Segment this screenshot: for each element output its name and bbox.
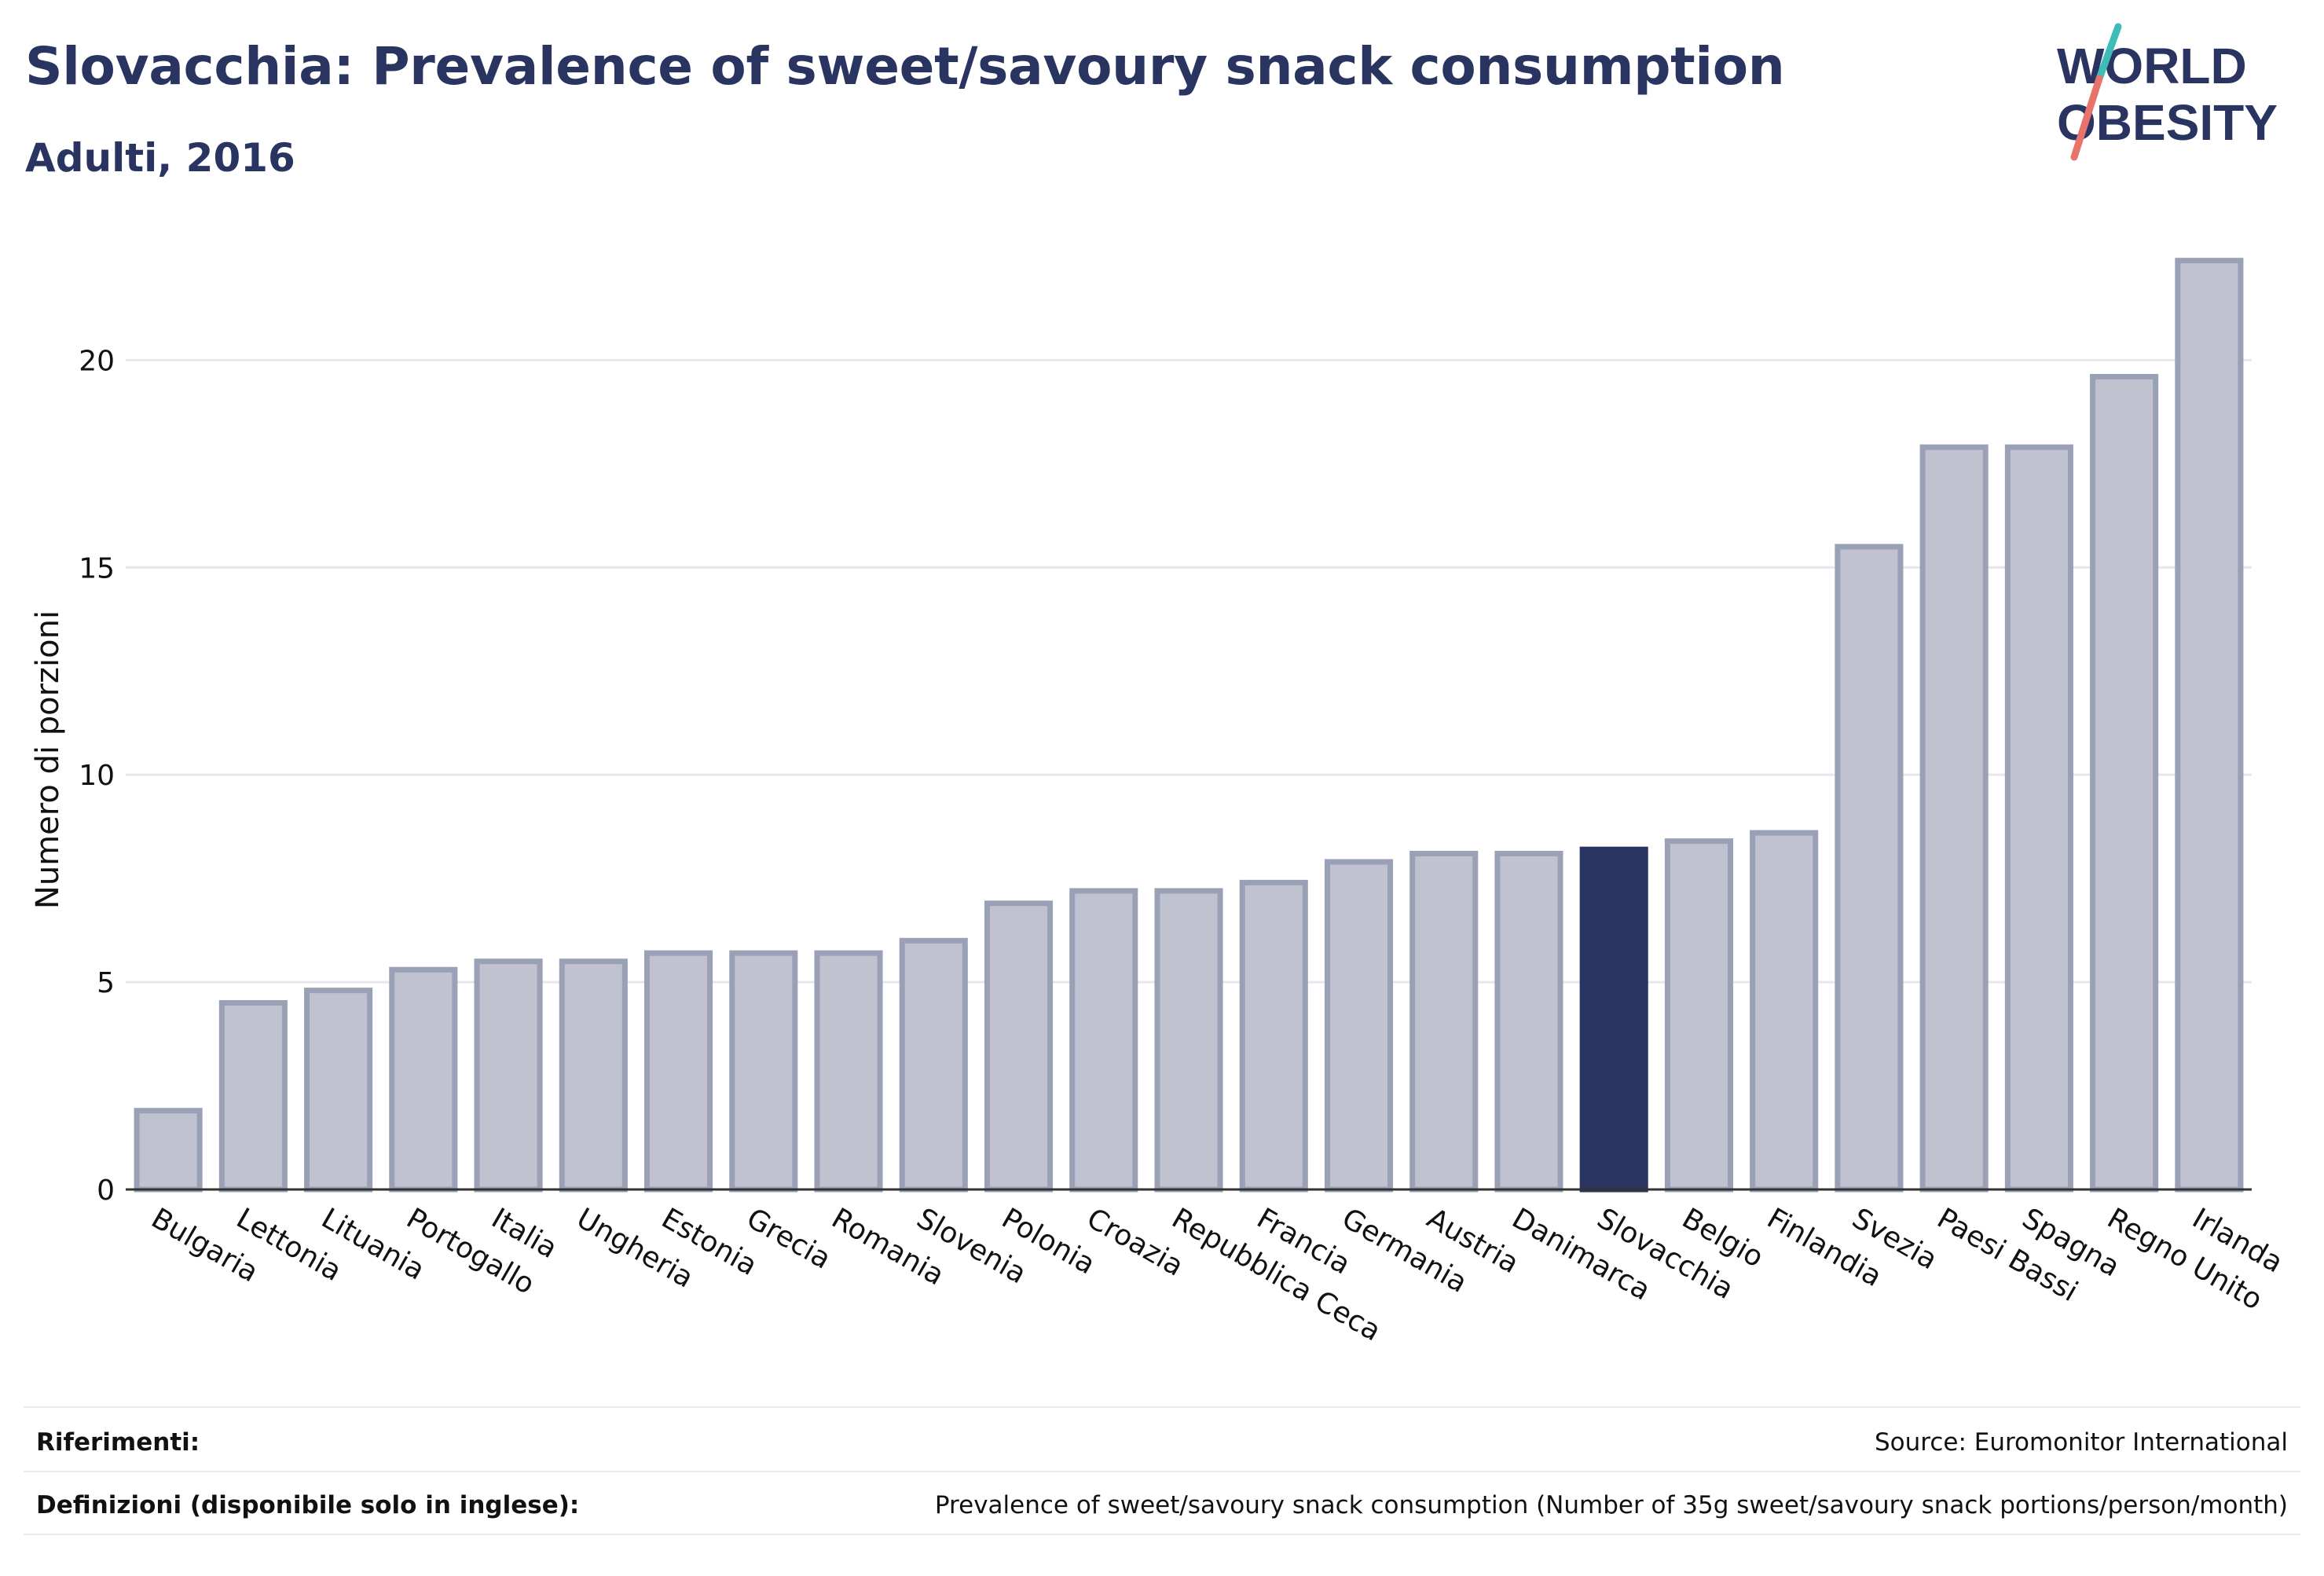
bar-estonia (644, 950, 713, 1193)
bar-repubblica-ceca (1154, 888, 1223, 1193)
y-axis-ticks: 0 5 10 15 20 (79, 345, 115, 1207)
page-subtitle: Adulti, 2016 (25, 135, 295, 181)
bar-chart: 0 5 10 15 20 BulgariaLettoniaLituaniaPortoga… (30, 258, 2289, 1347)
bar-irlanda (2175, 258, 2244, 1193)
bar-germania (1324, 859, 1394, 1193)
logo-accent-teal (2095, 23, 2122, 82)
references-value: Source: Euromonitor International (1874, 1428, 2288, 1457)
bar-belgio (1664, 838, 1733, 1193)
bar-portogallo (389, 966, 458, 1193)
footer-divider-bottom (24, 1534, 2300, 1535)
logo-accent-coral (2070, 75, 2103, 161)
bar-romania (814, 950, 883, 1193)
footer-divider-middle (24, 1471, 2300, 1472)
logo-line1: WORLD (2057, 38, 2247, 94)
bars (134, 258, 2244, 1193)
page-title: Slovacchia: Prevalence of sweet/savoury … (25, 36, 1785, 97)
y-tick-label: 0 (97, 1175, 115, 1207)
y-tick-label: 15 (79, 552, 115, 585)
y-tick-label: 10 (79, 760, 115, 792)
bar-lettonia (218, 999, 288, 1193)
bar-croazia (1069, 888, 1138, 1193)
x-axis-labels: BulgariaLettoniaLituaniaPortogalloItalia… (146, 1202, 2289, 1347)
bar-francia (1239, 879, 1308, 1193)
bar-slovenia (899, 937, 968, 1193)
bar-grecia (729, 950, 798, 1193)
bar-finlandia (1750, 830, 1819, 1193)
bar-bulgaria (134, 1108, 203, 1193)
x-tick-label: Croazia (1081, 1202, 1189, 1283)
definitions-value: Prevalence of sweet/savoury snack consum… (934, 1491, 2288, 1519)
footer-divider-top (24, 1406, 2300, 1408)
y-tick-label: 5 (97, 967, 115, 999)
bar-slovacchia (1579, 846, 1648, 1193)
bar-spagna (2004, 444, 2073, 1193)
references-label: Riferimenti: (36, 1428, 200, 1457)
bar-lituania (304, 988, 373, 1193)
bar-italia (474, 958, 543, 1193)
bar-polonia (984, 900, 1054, 1193)
bar-ungheria (559, 958, 628, 1193)
bar-paesi-bassi (1919, 444, 1989, 1193)
world-obesity-logo: WORLD OBESITY (2057, 23, 2278, 161)
y-axis-label: Numero di porzioni (30, 610, 66, 909)
bar-danimarca (1494, 850, 1563, 1193)
bar-svezia (1835, 544, 1904, 1193)
definitions-label: Definizioni (disponibile solo in inglese… (36, 1491, 580, 1519)
bar-austria (1409, 850, 1479, 1193)
y-tick-label: 20 (79, 345, 115, 377)
bar-regno-unito (2090, 373, 2159, 1193)
